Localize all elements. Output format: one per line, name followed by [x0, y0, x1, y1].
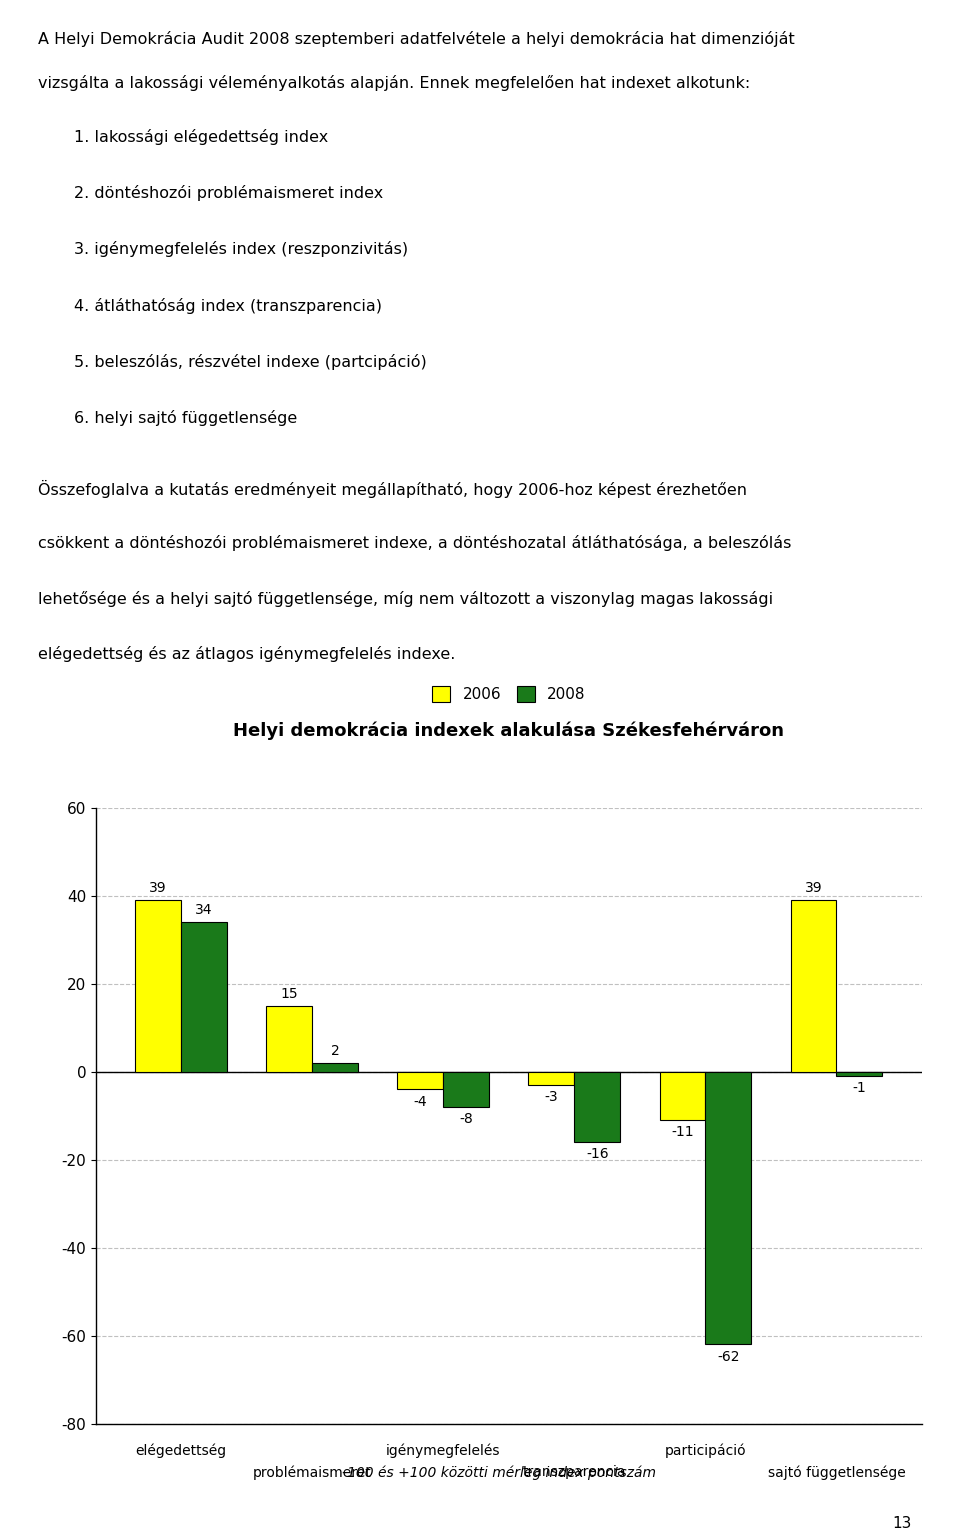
Text: problémaismeret: problémaismeret	[252, 1465, 372, 1481]
Bar	[181, 922, 228, 1071]
Text: 5. beleszólás, részvétel indexe (partcipáció): 5. beleszólás, részvétel indexe (partcip…	[74, 354, 426, 369]
Text: -8: -8	[459, 1113, 473, 1127]
Text: -1: -1	[852, 1082, 866, 1096]
Text: 34: 34	[196, 903, 213, 917]
Text: elégedettség: elégedettség	[135, 1444, 227, 1457]
Text: transzparencia: transzparencia	[522, 1465, 626, 1479]
Bar	[528, 1071, 574, 1085]
Bar	[706, 1071, 752, 1345]
Text: -3: -3	[544, 1090, 558, 1105]
Text: -11: -11	[671, 1125, 694, 1139]
Text: elégedettség és az átlagos igénymegfelelés indexe.: elégedettség és az átlagos igénymegfelel…	[38, 646, 456, 662]
Text: 6. helyi sajtó függetlensége: 6. helyi sajtó függetlensége	[74, 409, 297, 426]
Bar	[135, 900, 181, 1071]
Text: -100 és +100 közötti mérleg index pontszám: -100 és +100 közötti mérleg index pontsz…	[342, 1465, 657, 1479]
Text: -62: -62	[717, 1350, 739, 1364]
Bar	[444, 1071, 490, 1107]
Title: Helyi demokrácia indexek alakulása Székesfehérváron: Helyi demokrácia indexek alakulása Széke…	[233, 722, 784, 740]
Text: 15: 15	[280, 986, 299, 1000]
Text: A Helyi Demokrácia Audit 2008 szeptemberi adatfelvétele a helyi demokrácia hat d: A Helyi Demokrácia Audit 2008 szeptember…	[38, 31, 795, 46]
Text: -16: -16	[586, 1148, 609, 1162]
Bar	[836, 1071, 882, 1076]
Text: 2: 2	[331, 1043, 340, 1057]
Legend: 2006, 2008: 2006, 2008	[426, 680, 591, 708]
Text: lehetősége és a helyi sajtó függetlensége, míg nem változott a viszonylag magas : lehetősége és a helyi sajtó függetlenség…	[38, 591, 774, 606]
Text: 4. átláthatóság index (transzparencia): 4. átláthatóság index (transzparencia)	[74, 297, 382, 314]
Text: vizsgálta a lakossági véleményalkotás alapján. Ennek megfelelően hat indexet alk: vizsgálta a lakossági véleményalkotás al…	[38, 75, 751, 91]
Bar	[266, 1007, 312, 1071]
Text: 2. döntéshozói problémaismeret index: 2. döntéshozói problémaismeret index	[74, 185, 383, 202]
Text: 13: 13	[893, 1516, 912, 1531]
Text: 39: 39	[804, 880, 823, 896]
Text: sajtó függetlensége: sajtó függetlensége	[768, 1465, 905, 1481]
Bar	[660, 1071, 706, 1120]
Text: participáció: participáció	[664, 1444, 746, 1457]
Bar	[790, 900, 836, 1071]
Text: Összefoglalva a kutatás eredményeit megállapítható, hogy 2006-hoz képest érezhet: Összefoglalva a kutatás eredményeit megá…	[38, 480, 748, 497]
Text: 39: 39	[150, 880, 167, 896]
Bar	[397, 1071, 444, 1090]
Text: csökkent a döntéshozói problémaismeret indexe, a döntéshozatal átláthatósága, a : csökkent a döntéshozói problémaismeret i…	[38, 536, 792, 551]
Bar	[574, 1071, 620, 1142]
Text: 3. igénymegfelelés index (reszponzivitás): 3. igénymegfelelés index (reszponzivitás…	[74, 242, 408, 257]
Bar	[312, 1063, 358, 1071]
Text: igénymegfelelés: igénymegfelelés	[386, 1444, 500, 1457]
Text: 1. lakossági elégedettség index: 1. lakossági elégedettség index	[74, 129, 328, 145]
Text: -4: -4	[414, 1094, 427, 1108]
